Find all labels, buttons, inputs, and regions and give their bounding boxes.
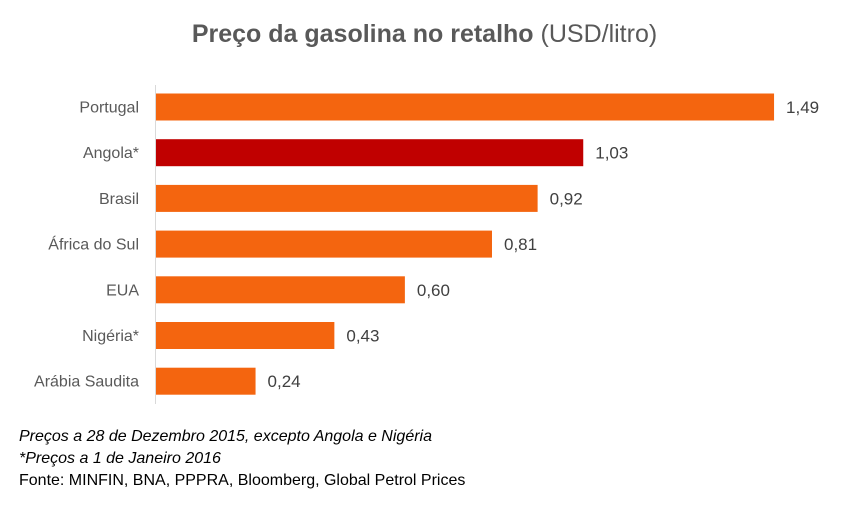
bar-0 <box>156 93 775 121</box>
title-unit: (USD/litro) <box>540 20 658 48</box>
category-label-3: África do Sul <box>48 235 139 254</box>
category-label-2: Brasil <box>99 191 139 208</box>
data-label-0: 1,49 <box>786 98 819 117</box>
data-label-5: 0,43 <box>346 327 379 346</box>
bar-4 <box>156 276 405 304</box>
category-label-1: Angola* <box>83 145 139 162</box>
data-label-1: 1,03 <box>595 144 628 163</box>
category-label-4: EUA <box>106 282 139 299</box>
note-source: Fonte: MINFIN, BNA, PPPRA, Bloomberg, Gl… <box>19 472 466 489</box>
category-label-6: Arábia Saudita <box>34 374 139 391</box>
bar-1 <box>156 139 584 167</box>
data-label-6: 0,24 <box>268 372 301 391</box>
title-main: Preço da gasolina no retalho <box>191 20 534 48</box>
chart-title: Preço da gasolina no retalho (USD/litro) <box>0 20 849 49</box>
bar-2 <box>156 184 538 212</box>
bar-6 <box>156 367 256 395</box>
bar-3 <box>156 230 492 258</box>
category-label-5: Nigéria* <box>82 328 139 345</box>
category-label-0: Portugal <box>79 100 139 117</box>
note-asterisk: *Preços a 1 de Janeiro 2016 <box>19 450 221 467</box>
data-label-4: 0,60 <box>417 281 450 300</box>
footnotes: Preços a 28 de Dezembro 2015, excepto An… <box>19 426 465 492</box>
note-dates: Preços a 28 de Dezembro 2015, excepto An… <box>19 428 432 445</box>
bar-5 <box>156 322 335 349</box>
data-label-2: 0,92 <box>550 189 583 208</box>
data-label-3: 0,81 <box>504 235 537 254</box>
